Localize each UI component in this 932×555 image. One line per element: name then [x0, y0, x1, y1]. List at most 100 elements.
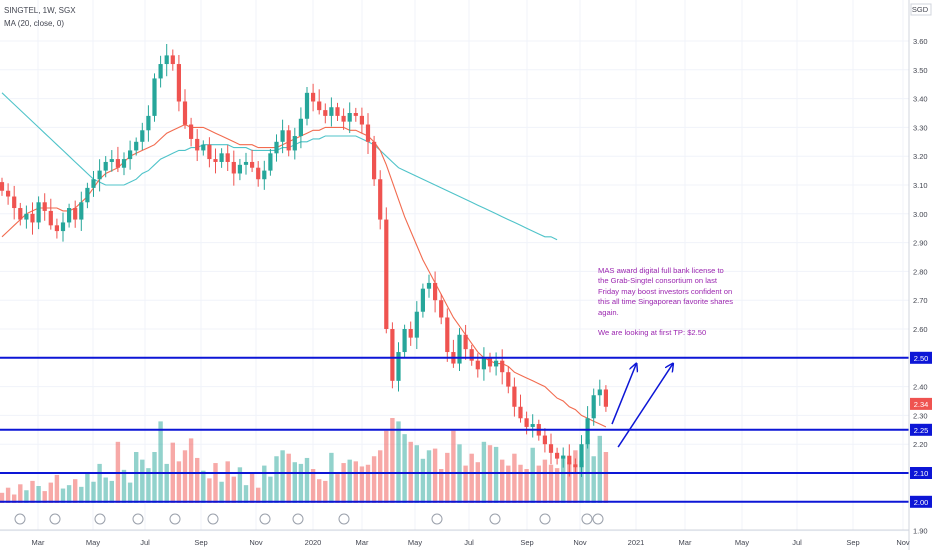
event-icon: [489, 513, 501, 525]
volume-bar: [384, 430, 389, 503]
candle-body: [372, 141, 377, 180]
candle-body: [457, 334, 462, 364]
time-tick-label: Sep: [194, 538, 207, 547]
candle-body: [12, 196, 17, 209]
volume-bar: [554, 468, 560, 503]
candle-body: [109, 159, 114, 162]
volume-bar: [18, 484, 23, 503]
price-tick-label: 3.00: [913, 210, 928, 219]
volume-bar: [280, 450, 285, 503]
trend-arrow: [611, 364, 636, 425]
candle-body: [481, 357, 486, 370]
candle-body: [298, 118, 303, 137]
annotation-line: We are looking at first TP: $2.50: [598, 328, 707, 338]
candle-body: [402, 329, 407, 353]
volume-bar: [213, 463, 218, 503]
event-icon: [431, 513, 443, 525]
volume-bar: [109, 480, 114, 503]
candle-body: [286, 130, 291, 151]
candle-body: [378, 179, 383, 220]
candle-body: [207, 144, 212, 160]
time-tick-label: Jul: [140, 538, 150, 547]
price-tick-label: 2.90: [913, 239, 928, 248]
candle-body: [585, 418, 590, 445]
price-tick-label: 2.70: [913, 296, 928, 305]
volume-bar: [0, 492, 5, 503]
volume-bar: [573, 450, 578, 503]
event-icon: [94, 513, 106, 525]
price-tick-label: 3.20: [913, 152, 928, 161]
volume-bar: [432, 448, 438, 503]
time-tick-label: Mar: [679, 538, 692, 547]
volume-bar: [475, 462, 480, 503]
level-tag: [910, 495, 932, 508]
candle-body: [182, 101, 188, 125]
price-tick-label: 2.30: [913, 411, 928, 420]
candle-body: [500, 360, 505, 373]
volume-bar: [298, 463, 304, 503]
currency-box: [910, 3, 932, 16]
volume-bar: [341, 463, 346, 503]
volume-bar: [542, 459, 548, 503]
time-tick-label: Jul: [464, 538, 474, 547]
candle-body: [262, 170, 267, 180]
time-tick-label: 2021: [628, 538, 645, 547]
volume-bar: [225, 461, 230, 503]
event-icon: [581, 513, 593, 525]
candle-body: [469, 349, 474, 361]
candle-body: [91, 179, 96, 188]
time-tick-label: May: [735, 538, 749, 547]
volume-bar: [121, 469, 127, 503]
candle-body: [60, 222, 66, 232]
horizontal-levels: 2.50 2.25 2.10 2.00: [0, 351, 932, 508]
volume-bar: [493, 446, 499, 503]
candle-body: [341, 115, 346, 122]
annotation-line: again.: [598, 307, 619, 317]
volume-bar: [286, 453, 291, 503]
candle-body: [79, 202, 84, 220]
volume-bar: [219, 481, 224, 503]
volume-bar: [292, 462, 297, 503]
candle-body: [420, 288, 425, 312]
trend-arrows: [611, 364, 673, 448]
volume-bar: [329, 452, 334, 503]
candle-body: [256, 167, 261, 180]
grid-lines: [0, 0, 909, 532]
volume-bar: [451, 430, 456, 503]
volume-bar: [469, 453, 474, 503]
volume-bar: [42, 491, 47, 503]
candle-body: [408, 329, 413, 338]
candle-body: [134, 141, 139, 151]
volume-bar: [426, 450, 432, 503]
volume-bar: [48, 482, 53, 503]
candle-body: [530, 424, 535, 427]
annotation-line: this all time Singaporean favorite share…: [598, 297, 734, 307]
candle-body: [506, 372, 511, 387]
time-tick-label: May: [86, 538, 100, 547]
candle-body: [494, 360, 499, 367]
candle-body: [512, 386, 517, 407]
price-tick-label: 2.40: [913, 383, 928, 392]
ma-short-line: [1, 123, 607, 428]
volume-bar: [567, 462, 572, 503]
candle-body: [555, 452, 560, 459]
annotation-line: Friday may boost investors confident on: [598, 286, 733, 296]
volume-bar: [268, 476, 273, 503]
volume-bar: [561, 455, 566, 503]
candle-body: [97, 170, 102, 180]
candle-body: [24, 213, 29, 220]
volume-bar: [207, 478, 212, 503]
candle-body: [170, 55, 175, 65]
candle-body: [567, 455, 572, 465]
annotation-note[interactable]: MAS award digital full bank license to t…: [598, 266, 748, 338]
candle-body: [311, 92, 316, 102]
volume-bar: [188, 438, 194, 503]
event-icon: [592, 513, 604, 525]
volume-bar: [97, 463, 102, 503]
candle-body: [146, 115, 151, 131]
volume-bar: [54, 474, 60, 503]
volume-bar: [414, 445, 419, 503]
ma-long-line: [1, 92, 558, 241]
